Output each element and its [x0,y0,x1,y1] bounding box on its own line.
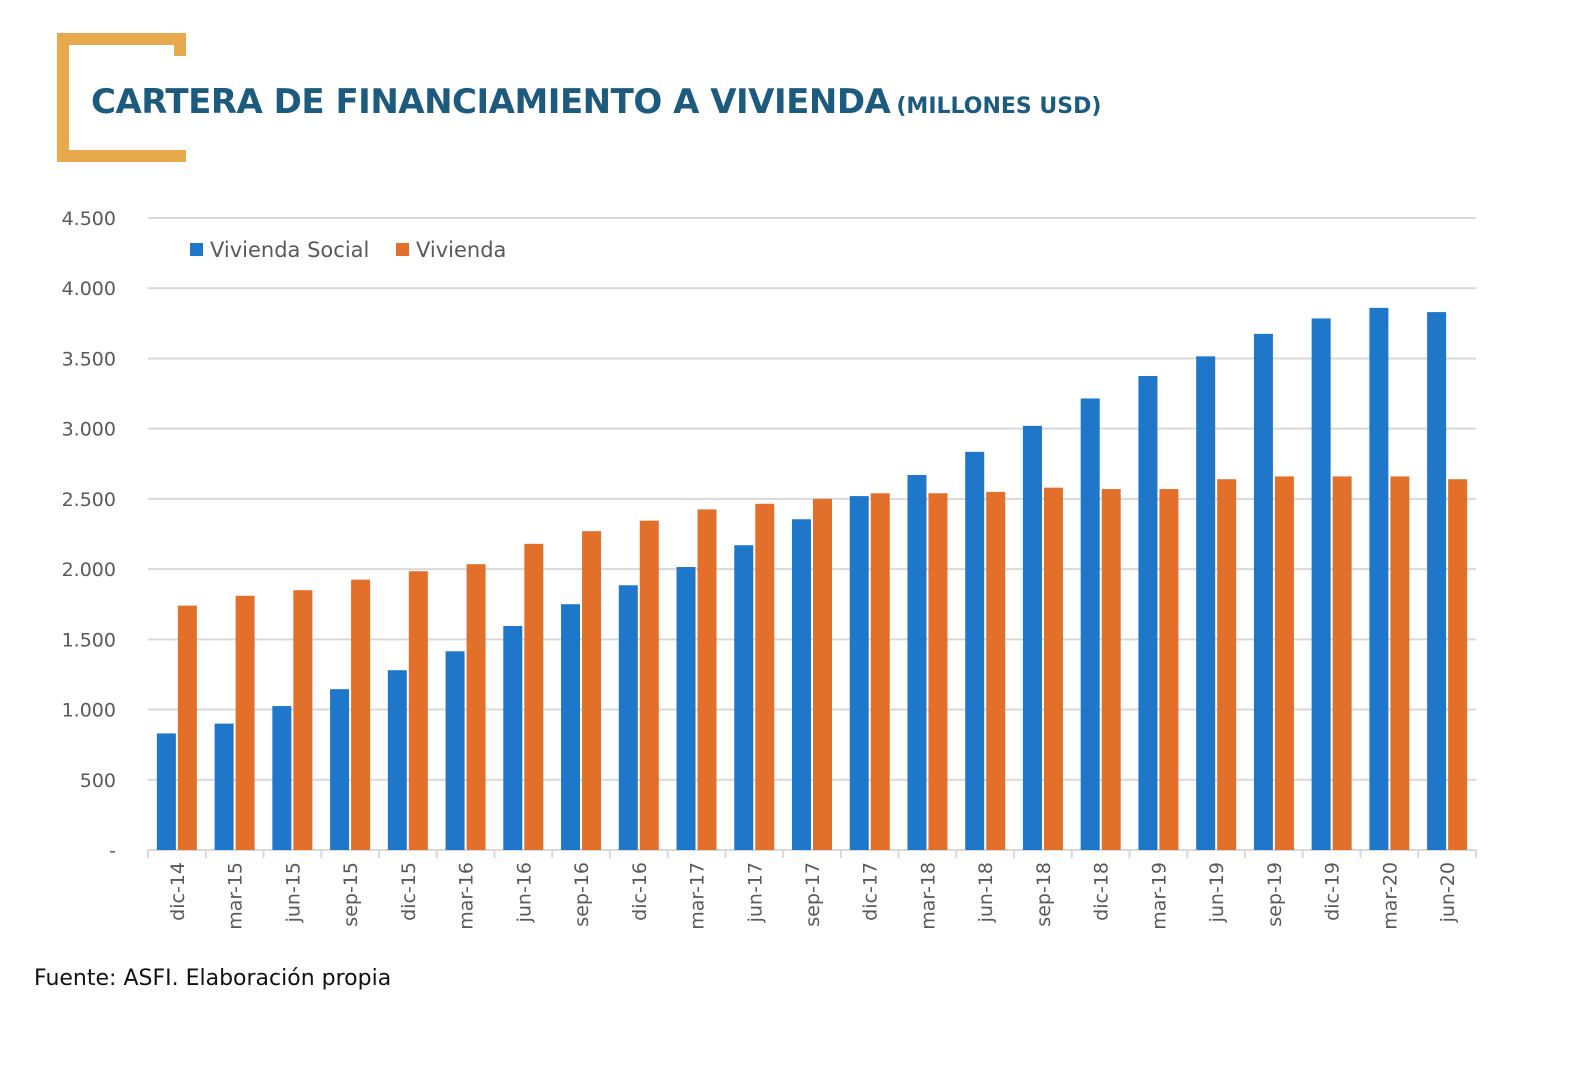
x-tick-label: sep-16 [571,862,593,927]
bar-vivienda-jun-19 [1217,479,1237,850]
x-tick-label: jun-18 [975,862,997,923]
x-tick-label: dic-15 [398,862,420,921]
legend-swatch-vivienda [396,243,409,256]
bar-vivienda-jun-18 [986,491,1006,850]
bar-vivienda-social-jun-18 [965,451,985,850]
x-tick-label: mar-20 [1379,862,1401,930]
chart-title-main: CARTERA DE FINANCIAMIENTO A VIVIENDA [91,82,891,122]
chart-title-unit: (MILLONES USD) [896,94,1102,119]
bar-vivienda-dic-14 [177,605,197,850]
source-note: Fuente: ASFI. Elaboración propia [34,966,392,991]
x-tick-label: sep-17 [802,862,824,927]
bar-vivienda-mar-16 [466,564,486,850]
bar-vivienda-social-jun-16 [503,625,523,850]
bar-vivienda-sep-19 [1274,476,1294,850]
bar-vivienda-social-sep-18 [1022,425,1042,850]
x-axis-ticks: dic-14 mar-15 jun-15 sep-15 dic-15 mar-16 jun-… [147,850,1477,930]
x-tick-label: sep-15 [340,862,362,927]
y-axis-ticks: - 500 1.000 1.500 2.000 2.500 3.000 3.500 4.000 4… [62,208,116,862]
y-tick-label: 2.000 [62,559,116,581]
bar-vivienda-dic-15 [408,571,428,850]
y-tick-label: 4.500 [62,208,116,230]
x-tick-label: mar-16 [456,862,478,930]
bar-vivienda-social-sep-17 [792,519,811,850]
bar-vivienda-mar-18 [928,493,948,850]
bar-vivienda-social-mar-20 [1369,307,1389,850]
bar-vivienda-sep-18 [1043,487,1063,850]
bar-vivienda-sep-16 [582,531,602,850]
legend-label-vivienda: Vivienda [416,238,506,262]
x-tick-label: dic-18 [1091,862,1113,921]
bar-vivienda-social-dic-16 [618,585,638,850]
y-tick-label: 500 [80,770,116,792]
y-tick-label: 1.000 [62,700,116,722]
bar-vivienda-social-jun-19 [1196,356,1216,850]
x-tick-label: dic-19 [1322,862,1344,921]
x-tick-label: mar-18 [917,862,939,930]
x-tick-label: jun-19 [1206,862,1228,923]
legend-label-vivienda-social: Vivienda Social [210,238,369,262]
x-tick-label: mar-19 [1148,862,1170,930]
bar-vivienda-mar-20 [1390,476,1410,850]
bar-vivienda-social-dic-19 [1311,318,1331,850]
x-tick-label: jun-17 [744,862,766,923]
y-tick-label: 1.500 [62,629,116,651]
bar-vivienda-jun-17 [755,503,775,850]
bar-vivienda-social-mar-15 [214,723,234,850]
bar-vivienda-jun-16 [524,543,544,850]
bar-vivienda-jun-15 [293,590,313,850]
bar-vivienda-social-sep-16 [561,604,581,850]
bar-vivienda-social-jun-15 [272,706,292,850]
bar-vivienda-dic-18 [1101,489,1121,850]
y-tick-label: 3.500 [62,348,116,370]
y-tick-label: 4.000 [62,278,116,300]
bar-vivienda-mar-15 [235,595,255,850]
y-tick-label: 3.000 [62,419,116,441]
x-tick-label: jun-16 [513,862,535,923]
legend-swatch-vivienda-social [190,243,203,256]
chart-title: CARTERA DE FINANCIAMIENTO A VIVIENDA (MIL… [91,82,1101,122]
bar-vivienda-social-mar-16 [445,651,465,850]
bar-vivienda-social-mar-17 [676,567,696,850]
legend: Vivienda Social Vivienda [190,238,506,262]
bar-vivienda-social-jun-17 [734,545,754,850]
bar-vivienda-dic-17 [870,493,890,850]
x-tick-label: jun-15 [282,862,304,923]
bar-vivienda-social-dic-14 [156,733,176,850]
bar-chart: - 500 1.000 1.500 2.000 2.500 3.000 3.500 4.000 4… [62,208,1477,930]
bar-vivienda-sep-15 [351,579,371,850]
bar-vivienda-social-mar-19 [1138,376,1158,850]
bar-vivienda-social-dic-15 [387,670,407,850]
bar-vivienda-social-dic-17 [849,496,869,850]
y-tick-label: - [109,840,116,862]
bar-vivienda-social-sep-19 [1253,333,1273,850]
bar-vivienda-social-mar-18 [907,475,927,850]
x-tick-label: dic-14 [167,862,189,921]
x-tick-label: dic-17 [860,862,882,921]
bar-vivienda-social-dic-18 [1080,398,1100,850]
bar-vivienda-jun-20 [1448,479,1468,850]
y-tick-label: 2.500 [62,489,116,511]
x-tick-label: dic-16 [629,862,651,921]
x-tick-label: jun-20 [1437,862,1459,923]
x-tick-label: sep-19 [1264,862,1286,927]
bar-vivienda-social-jun-20 [1427,312,1447,850]
x-tick-label: mar-17 [687,862,709,930]
bar-vivienda-mar-19 [1159,489,1179,850]
bars [156,307,1468,850]
bar-vivienda-sep-17 [813,498,832,850]
bar-vivienda-dic-16 [639,520,659,850]
bar-vivienda-dic-19 [1332,476,1352,850]
bar-vivienda-mar-17 [697,509,717,850]
x-tick-label: mar-15 [225,862,247,930]
bar-vivienda-social-sep-15 [330,689,350,850]
x-tick-label: sep-18 [1033,862,1055,927]
